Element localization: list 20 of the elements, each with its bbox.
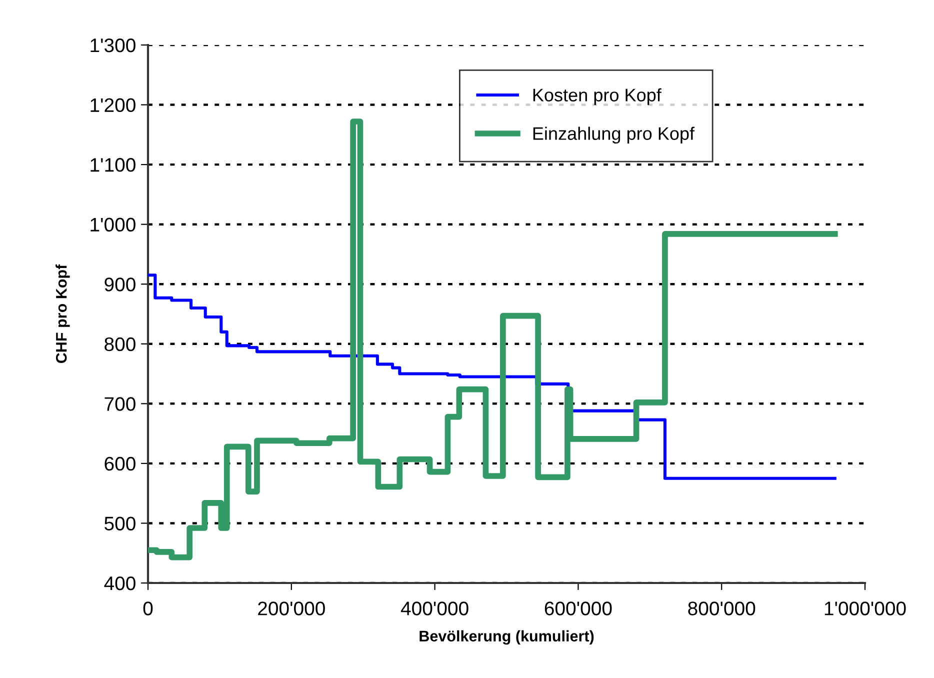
y-tick-label: 1'000 — [90, 218, 136, 232]
y-tick-label: 600 — [104, 456, 136, 471]
x-tick-label: 400'000 — [400, 602, 468, 616]
y-tick-label: 500 — [104, 516, 136, 530]
x-tick-label: 0 — [143, 602, 153, 616]
y-tick-label: 700 — [104, 397, 136, 411]
y-tick-label: 800 — [104, 337, 136, 352]
y-tick-label: 1'100 — [90, 158, 136, 172]
legend-label: Kosten pro Kopf — [533, 88, 662, 106]
y-tick-label: 400 — [104, 576, 136, 590]
y-tick-label: 1'200 — [90, 98, 136, 112]
x-tick-label: 800'000 — [688, 602, 756, 616]
legend-label: Einzahlung pro Kopf — [533, 126, 695, 144]
x-tick-label: 200'000 — [258, 602, 325, 616]
y-tick-label: 900 — [104, 278, 136, 292]
x-axis-title: Bevölkerung (kumuliert) — [420, 630, 594, 645]
y-tick-label: 1'300 — [90, 38, 136, 52]
y-axis-title: CHF pro Kopf — [56, 264, 70, 364]
x-tick-label: 1'000'000 — [824, 602, 906, 616]
x-tick-label: 600'000 — [544, 602, 612, 616]
